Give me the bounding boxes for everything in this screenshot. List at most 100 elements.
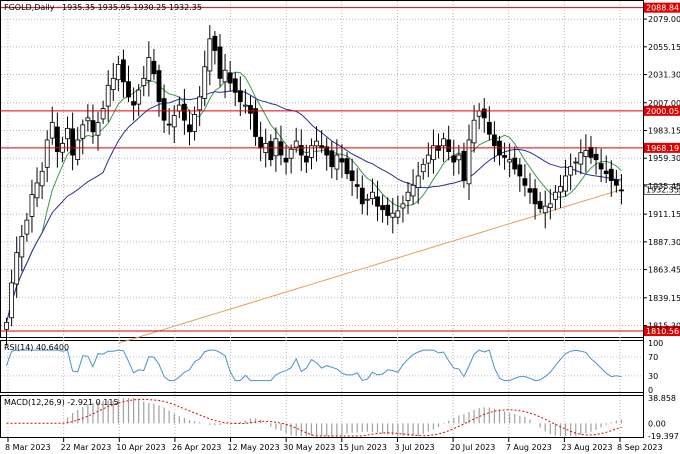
candle-body bbox=[65, 127, 70, 140]
candle-body bbox=[293, 140, 299, 148]
candle-body bbox=[425, 154, 431, 164]
date-tick-label: 10 Apr 2023 bbox=[116, 443, 165, 452]
candle-body bbox=[375, 196, 380, 207]
rsi-title: RSI(14) 40.6400 bbox=[4, 343, 69, 352]
date-tick-label: 7 Aug 2023 bbox=[506, 443, 552, 452]
candle-body bbox=[49, 122, 55, 139]
candle-body bbox=[303, 155, 309, 163]
price-tick-label: 2079.00 bbox=[648, 15, 680, 24]
candle-body bbox=[248, 105, 253, 114]
price-axis: 2079.00 2055.15 2031.30 2007.00 1983.15 1959.… bbox=[643, 15, 680, 331]
candle-body bbox=[95, 122, 101, 136]
candle-body bbox=[446, 139, 452, 152]
candle-body bbox=[121, 59, 126, 83]
level-tag bbox=[644, 326, 680, 337]
current-price-label: 1932.35 bbox=[646, 186, 679, 195]
level-tag bbox=[644, 142, 680, 153]
candle-body bbox=[187, 124, 192, 133]
macd-tick-label: 38.858 bbox=[648, 394, 676, 403]
price-tick-label: 1863.45 bbox=[648, 266, 680, 275]
candle-body bbox=[593, 153, 599, 161]
candle-body bbox=[258, 136, 264, 149]
rsi-tick-label: 70 bbox=[648, 353, 658, 362]
candle-body bbox=[75, 139, 81, 160]
candle-body bbox=[146, 57, 152, 81]
candle-body bbox=[70, 128, 76, 156]
date-tick-label: 22 Mar 2023 bbox=[61, 443, 112, 452]
candle-body bbox=[558, 186, 563, 193]
moving-average-line bbox=[118, 189, 622, 344]
price-tick-label: 1959.30 bbox=[648, 154, 680, 163]
candle-body bbox=[537, 200, 543, 209]
candle-body bbox=[217, 46, 223, 79]
price-tick-label: 1887.30 bbox=[648, 238, 680, 247]
macd-tick-label: 0.00 bbox=[648, 419, 666, 428]
candle-body bbox=[507, 159, 513, 163]
level-label: 2000.05 bbox=[646, 107, 679, 116]
rsi-tick-label: 0 bbox=[648, 386, 653, 395]
candle-body bbox=[268, 141, 274, 161]
candle-body bbox=[156, 70, 162, 103]
candle-body bbox=[298, 145, 304, 156]
candle-body bbox=[288, 148, 294, 159]
candle-body bbox=[492, 134, 497, 147]
candle-body bbox=[532, 188, 538, 205]
date-tick-label: 20 Jul 2023 bbox=[450, 443, 495, 452]
candle-body bbox=[9, 282, 15, 319]
candle-body bbox=[227, 72, 233, 84]
candle-body bbox=[344, 158, 350, 175]
level-tag bbox=[644, 2, 680, 13]
candle-body bbox=[176, 104, 182, 112]
candle-body bbox=[212, 35, 218, 51]
candle-body bbox=[105, 84, 111, 107]
candle-body bbox=[339, 158, 345, 163]
rsi-tick-label: 100 bbox=[648, 339, 663, 348]
candle-body bbox=[349, 170, 355, 182]
candle-body bbox=[182, 103, 187, 121]
candle-body bbox=[110, 77, 116, 90]
date-tick-label: 26 Apr 2023 bbox=[172, 443, 221, 452]
date-tick-label: 23 Aug 2023 bbox=[561, 443, 612, 452]
candle-body bbox=[309, 145, 314, 158]
candle-body bbox=[410, 184, 416, 197]
candle-body bbox=[400, 203, 406, 209]
candle-body bbox=[222, 69, 228, 83]
candle-body bbox=[598, 163, 604, 170]
candle-body bbox=[314, 140, 319, 147]
macd-tick-label: -19.397 bbox=[648, 432, 679, 441]
price-tick-label: 1815.30 bbox=[648, 322, 680, 331]
candle-body bbox=[29, 194, 35, 217]
candle-body bbox=[85, 117, 91, 122]
date-tick-label: 30 May 2023 bbox=[283, 443, 335, 452]
candle-body bbox=[207, 38, 213, 72]
level-label: 1968.19 bbox=[646, 144, 679, 153]
candle-body bbox=[54, 126, 60, 152]
macd-signal-line bbox=[6, 398, 622, 437]
candle-body bbox=[441, 138, 446, 147]
moving-average-line bbox=[6, 89, 622, 323]
candle-body bbox=[354, 184, 360, 187]
macd-title: MACD(12,26,9) -2.921 0.115 bbox=[4, 398, 119, 407]
candle-body bbox=[278, 141, 284, 156]
candle-body bbox=[395, 210, 401, 218]
current-price-tag bbox=[643, 184, 680, 195]
candle-body bbox=[512, 157, 518, 170]
candle-body bbox=[202, 66, 208, 99]
rsi-pane-frame bbox=[0, 340, 644, 393]
date-tick-label: 3 Jul 2023 bbox=[394, 443, 434, 452]
chart-header-ohlc: 1935.35 1935.95 1930.25 1932.35 bbox=[62, 3, 202, 12]
candle-body bbox=[329, 150, 335, 168]
candle-body bbox=[603, 170, 609, 175]
date-tick-label: 8 Sep 2023 bbox=[617, 443, 663, 452]
price-tick-label: 1983.15 bbox=[648, 126, 680, 135]
candle-body bbox=[527, 188, 533, 193]
candle-body bbox=[100, 108, 106, 120]
candle-body bbox=[115, 64, 121, 81]
candle-body bbox=[253, 108, 258, 137]
candle-body bbox=[573, 161, 579, 164]
candle-body bbox=[476, 110, 482, 117]
price-tick-label: 2031.30 bbox=[648, 71, 680, 80]
candle-body bbox=[192, 113, 197, 132]
candle-body bbox=[334, 154, 340, 170]
candle-body bbox=[547, 203, 553, 209]
